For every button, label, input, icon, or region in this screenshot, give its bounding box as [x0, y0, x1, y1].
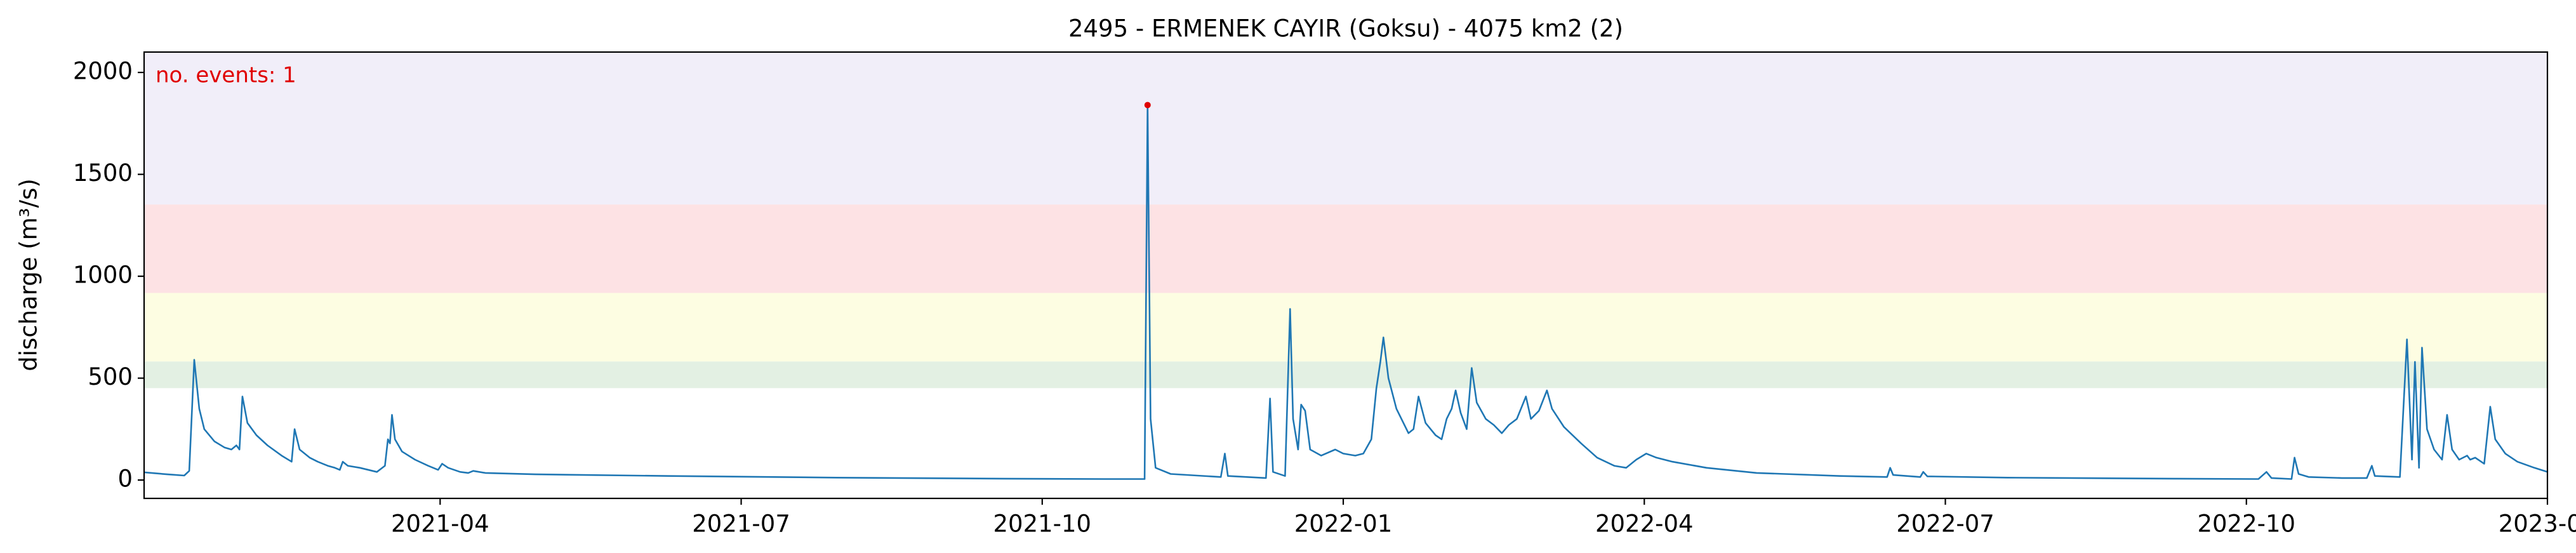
x-tick-label: 2023-01 [2499, 510, 2576, 538]
x-tick-label: 2022-01 [1294, 510, 1393, 538]
annotation: no. events: 1 [156, 63, 296, 88]
threshold-band [144, 361, 2547, 389]
x-tick-label: 2022-07 [1896, 510, 1995, 538]
y-axis-label: discharge (m³/s) [15, 178, 43, 371]
x-tick-label: 2021-07 [692, 510, 790, 538]
y-tick-label: 0 [117, 465, 133, 493]
y-tick-label: 1000 [73, 262, 133, 289]
threshold-band [144, 293, 2547, 362]
x-tick-label: 2021-04 [391, 510, 489, 538]
threshold-band [144, 204, 2547, 293]
y-tick-label: 1500 [73, 159, 133, 187]
threshold-band [144, 52, 2547, 205]
chart-title: 2495 - ERMENEK CAYIR (Goksu) - 4075 km2 … [1068, 15, 1623, 43]
plot-frame [143, 51, 2549, 500]
x-tick-label: 2022-04 [1595, 510, 1694, 538]
x-tick-label: 2021-10 [993, 510, 1092, 538]
discharge-line [143, 104, 2548, 480]
event-marker [1144, 102, 1151, 109]
y-tick-label: 500 [88, 363, 133, 390]
x-tick-label: 2022-10 [2197, 510, 2295, 538]
y-tick-label: 2000 [73, 58, 133, 85]
